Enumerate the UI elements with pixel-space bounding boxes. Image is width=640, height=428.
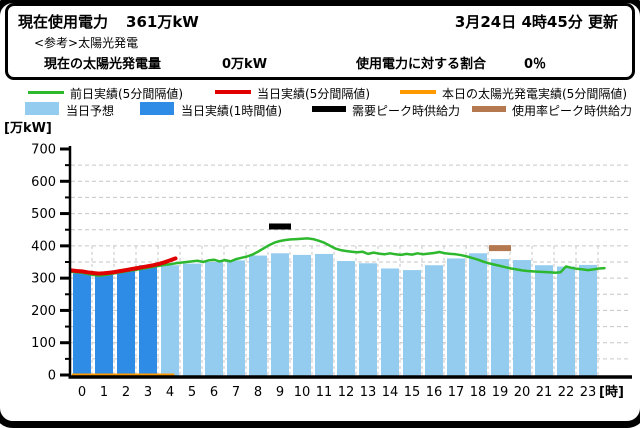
updated-timestamp: 3月24日 4時45分 更新 <box>454 13 618 31</box>
legend-label-today: 当日実績(5分間隔値) <box>257 87 370 101</box>
svg-text:200: 200 <box>31 304 56 319</box>
svg-text:700: 700 <box>31 143 56 158</box>
legend-label-solar: 本日の太陽光発電実績(5分間隔値) <box>442 87 627 101</box>
svg-text:23: 23 <box>580 385 597 400</box>
header-box: 現在使用電力 361万kW 3月24日 4時45分 更新 <参考>太陽光発電 現在… <box>5 3 635 80</box>
current-usage: 現在使用電力 361万kW <box>18 11 199 32</box>
svg-text:0: 0 <box>48 369 56 384</box>
svg-text:21: 21 <box>536 385 553 400</box>
legend-swatch-forecast-bar <box>25 102 59 115</box>
svg-text:20: 20 <box>514 385 531 400</box>
legend-swatch-prev-day-line <box>28 91 64 94</box>
svg-text:8: 8 <box>254 385 262 400</box>
legend-label-forecast: 当日予想 <box>66 104 115 118</box>
svg-text:9: 9 <box>276 385 284 400</box>
solar-ratio-value: 0％ <box>524 57 547 72</box>
actual-bars <box>73 265 157 377</box>
peak-usage-supply-marker <box>489 245 511 252</box>
svg-text:500: 500 <box>31 207 56 222</box>
legend-label-peak-demand: 需要ピーク時供給力 <box>352 104 461 118</box>
svg-text:18: 18 <box>470 385 487 400</box>
svg-text:3: 3 <box>144 385 152 400</box>
svg-text:12: 12 <box>338 385 355 400</box>
svg-text:10: 10 <box>294 385 311 400</box>
legend-swatch-actual-bar <box>140 102 174 115</box>
svg-text:15: 15 <box>404 385 421 400</box>
svg-text:400: 400 <box>31 239 56 254</box>
current-usage-value: 361万kW <box>126 13 199 31</box>
legend-label-peak-usage: 使用率ピーク時供給力 <box>512 104 633 118</box>
solar-ratio-label: 使用電力に対する割合 <box>356 57 487 72</box>
svg-text:16: 16 <box>426 385 443 400</box>
legend-swatch-today-line <box>215 90 251 94</box>
today-line <box>69 256 178 276</box>
svg-text:11: 11 <box>316 385 333 400</box>
svg-text:1: 1 <box>100 385 108 400</box>
svg-text:5: 5 <box>188 385 196 400</box>
svg-text:7: 7 <box>232 385 240 400</box>
svg-text:6: 6 <box>210 385 218 400</box>
y-axis-labels: 0 100 200 300 400 500 600 700 <box>31 143 70 384</box>
legend-swatch-solar-line <box>400 90 436 94</box>
legend-label-prev-day: 前日実績(5分間隔値) <box>70 87 183 101</box>
svg-text:17: 17 <box>448 385 465 400</box>
solar-now-label: 現在の太陽光発電量 <box>44 57 162 72</box>
legend-label-actual: 当日実績(1時間値) <box>181 104 282 118</box>
svg-text:[時]: [時] <box>599 384 624 400</box>
svg-text:2: 2 <box>122 385 130 400</box>
svg-text:19: 19 <box>492 385 509 400</box>
svg-text:4: 4 <box>166 385 174 400</box>
prev-day-line <box>69 237 606 277</box>
svg-text:100: 100 <box>31 336 56 351</box>
forecast-bars <box>161 253 597 377</box>
y-axis-unit-label: [万kW] <box>4 121 52 136</box>
solar-reference-note: <参考>太陽光発電 <box>34 36 139 50</box>
svg-text:300: 300 <box>31 272 56 287</box>
solar-now-value: 0万kW <box>222 57 268 72</box>
current-usage-label: 現在使用電力 <box>18 13 109 31</box>
svg-text:22: 22 <box>558 385 575 400</box>
svg-text:0: 0 <box>78 385 86 400</box>
legend-swatch-peak-demand <box>312 106 346 112</box>
legend-swatch-peak-usage <box>472 106 506 112</box>
svg-text:13: 13 <box>360 385 377 400</box>
svg-text:14: 14 <box>382 385 399 400</box>
svg-text:600: 600 <box>31 175 56 190</box>
x-axis-labels: 0 1 2 3 4 5 6 7 8 9 10 11 12 13 14 15 16 17 18 19 20 21 22 23 [時… <box>78 384 624 400</box>
peak-demand-supply-marker <box>269 223 291 230</box>
